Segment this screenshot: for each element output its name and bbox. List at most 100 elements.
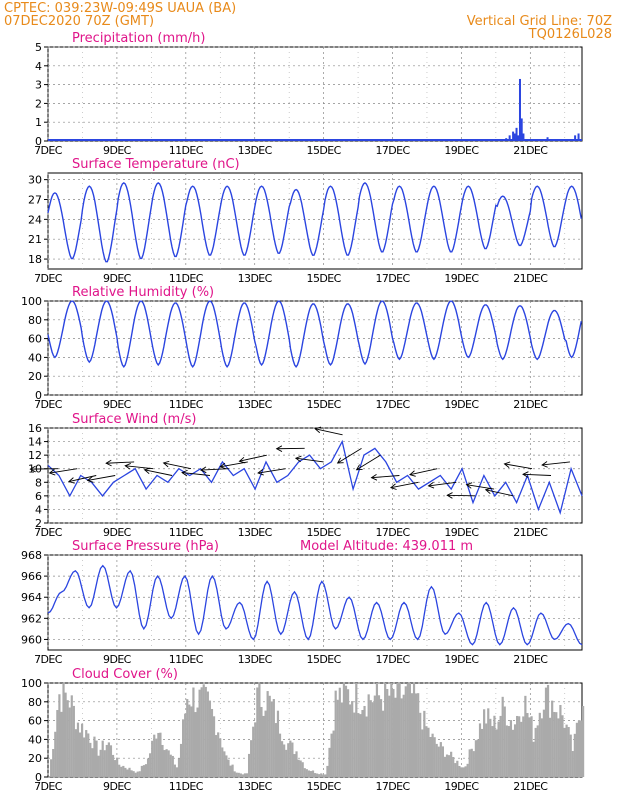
cloud-bar (561, 715, 564, 777)
cloud-bar (307, 770, 310, 777)
cloud-bar (324, 774, 327, 777)
cloud-bar (225, 755, 228, 777)
cloud-bar (423, 710, 426, 777)
wind-arrow-head (314, 426, 322, 434)
x-tick-label: 19DEC (444, 398, 479, 411)
panel-frame (47, 427, 583, 524)
cloud-bar (87, 733, 90, 777)
cloud-bar (241, 774, 245, 777)
cloud-bar (97, 755, 100, 777)
x-tick-label: 21DEC (513, 144, 548, 157)
x-tick-label: 13DEC (238, 398, 273, 411)
cloud-bar (505, 725, 508, 777)
wind-arrow (200, 468, 229, 471)
cloud-bar (491, 726, 494, 777)
wind-arrow-head (503, 461, 511, 468)
cloud-bar (404, 686, 407, 777)
cloud-bar (414, 693, 418, 777)
wind-arrow-head (86, 476, 94, 483)
cloud-bar (435, 743, 438, 777)
cloud-bar (546, 684, 550, 777)
cloud-bar (549, 717, 552, 777)
cloud-bar (262, 715, 265, 777)
cloud-bar (229, 765, 232, 777)
cloud-bar (557, 718, 560, 777)
panel-pressure: 960 962 964 966 968 7DEC 9DEC 11DEC 13DEC 15DEC 17… (21, 539, 583, 666)
cloud-bar (485, 723, 488, 777)
panel-title: Surface Pressure (hPa) (72, 539, 219, 554)
x-tick-label: 7DEC (34, 398, 63, 411)
x-tick-label: 15DEC (307, 272, 342, 285)
wind-arrow-head (257, 469, 264, 476)
x-tick-label: 7DEC (34, 144, 63, 157)
y-tick-label: 0 (35, 135, 42, 148)
cloud-bar (83, 737, 86, 777)
panel-temperature: 18 21 24 27 30 7DEC 9DEC 11DEC 13DEC 15DEC 17DEC 19… (28, 157, 583, 285)
cloud-bar (252, 726, 255, 777)
cloud-bar (175, 767, 179, 777)
pressure-line (47, 564, 583, 646)
y-tick-label: 5 (35, 41, 42, 54)
y-tick-label: 100 (21, 295, 42, 308)
cloud-bar (503, 706, 506, 777)
y-tick-label: 18 (28, 253, 42, 266)
cloud-bar (91, 748, 94, 777)
precip-bar (520, 118, 523, 141)
cloud-bar (54, 731, 57, 777)
cloud-bar (311, 770, 315, 777)
cloud-bar (365, 716, 368, 777)
cloud-bar (575, 722, 579, 777)
cloud-bar (212, 716, 216, 777)
cloud-bar (334, 690, 337, 777)
cloud-bar (85, 730, 88, 777)
cloud-bar (190, 706, 193, 777)
cloud-bar (342, 683, 346, 777)
y-tick-label: 40 (28, 351, 42, 364)
y-tick-label: 16 (28, 422, 42, 435)
precip-bar (518, 78, 521, 141)
cloud-bar (227, 759, 230, 777)
cloud-bar (573, 733, 576, 777)
cloud-bar (388, 695, 391, 777)
cloud-bar (371, 702, 374, 777)
wind-arrow-head (199, 466, 207, 474)
cloud-bar (291, 742, 294, 777)
wind-arrow (163, 462, 192, 470)
cloud-bar (169, 754, 172, 777)
panel-title: Cloud Cover (%) (72, 667, 178, 682)
cloud-bar (167, 750, 170, 777)
cloud-bar (553, 711, 556, 777)
cloud-bar (530, 716, 533, 777)
x-tick-label: 7DEC (34, 526, 63, 539)
cloud-bar (431, 733, 434, 777)
precip-bar (546, 137, 549, 141)
cloud-bar (497, 721, 500, 777)
cloud-bar (445, 754, 449, 777)
cloud-bar (287, 743, 290, 777)
wind-arrow-head (29, 465, 36, 473)
cloud-bar (132, 771, 135, 777)
x-tick-label: 17DEC (375, 653, 410, 666)
cloud-bar (165, 749, 168, 777)
wind-arrow (295, 457, 324, 463)
y-tick-label: 2 (35, 97, 42, 110)
precip-bar (517, 135, 520, 141)
x-tick-label: 15DEC (307, 144, 342, 157)
cloud-bar (62, 683, 65, 777)
x-tick-label: 15DEC (307, 653, 342, 666)
cloud-bar (118, 764, 121, 777)
cloud-bar (68, 707, 71, 777)
panel-frame (47, 300, 583, 396)
cloud-bar (72, 705, 75, 777)
cloud-bar (266, 691, 269, 777)
cloud-bar (309, 771, 313, 777)
wind-arrow-head (409, 470, 416, 477)
cloud-bar (78, 732, 82, 777)
cloud-bar (483, 709, 486, 777)
precip-bar (522, 133, 525, 141)
x-tick-label: 15DEC (307, 398, 342, 411)
wind-arrow (144, 469, 173, 476)
cloud-bar (386, 689, 389, 777)
cloud-bar (441, 746, 444, 777)
cloud-bar (328, 747, 331, 777)
